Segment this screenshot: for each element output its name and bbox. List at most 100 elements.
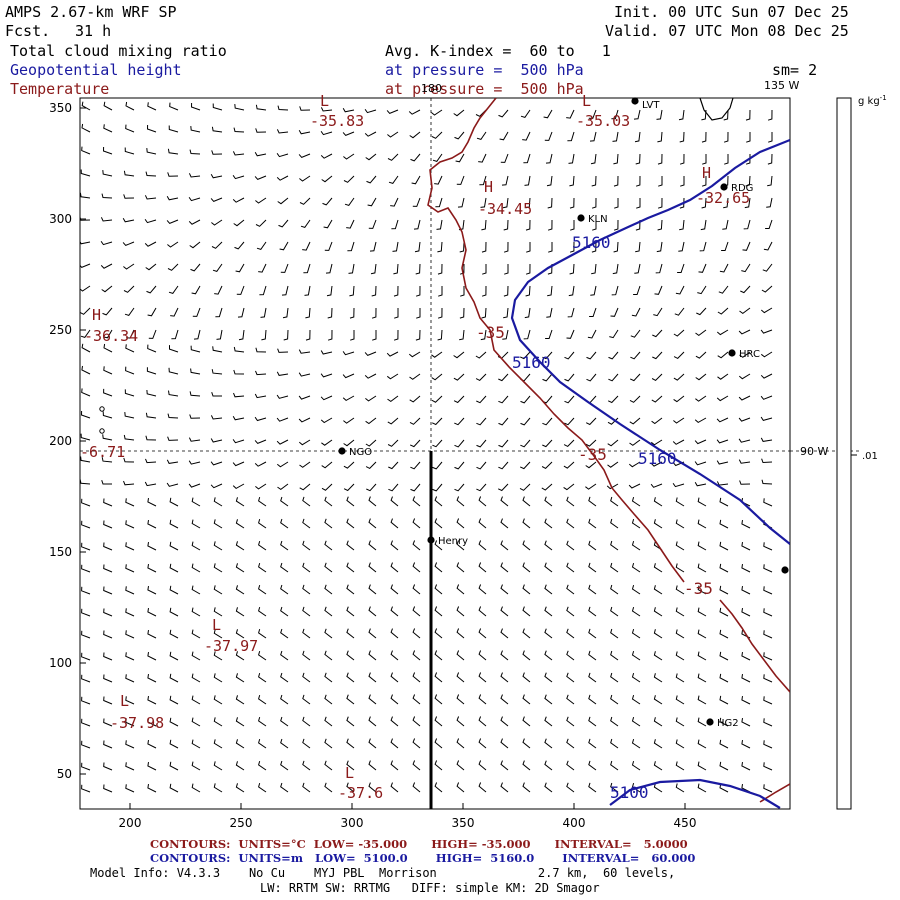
wind-barb: [210, 197, 223, 202]
wind-barb: [500, 716, 509, 727]
wind-barb: [738, 329, 751, 335]
wind-barb: [102, 146, 113, 155]
wind-barb: [258, 672, 267, 683]
wind-barb: [213, 585, 223, 595]
wind-barb: [568, 285, 575, 297]
wind-barb: [371, 307, 377, 319]
wind-barb: [609, 329, 619, 339]
wind-barb: [302, 694, 311, 705]
wind-barb: [280, 562, 289, 573]
wind-barb: [716, 417, 729, 423]
wind-barb: [145, 412, 157, 419]
wind-barb: [456, 716, 465, 727]
wind-barb: [123, 194, 135, 199]
axis-tick-marks: [80, 107, 686, 809]
wind-barb: [738, 459, 751, 464]
wind-barb: [721, 241, 729, 251]
wind-barb: [123, 170, 135, 177]
lon-135w-label: 135 W: [764, 79, 799, 92]
wind-barb: [191, 541, 201, 551]
wind-barb: [503, 285, 509, 297]
wind-barb: [763, 630, 773, 639]
wind-barb: [476, 395, 487, 404]
wind-barb: [610, 606, 619, 617]
wind-barb: [522, 540, 531, 551]
wind-barb: [476, 439, 487, 448]
wind-barb: [741, 586, 751, 595]
wind-barb: [525, 263, 531, 275]
wind-barb: [722, 219, 729, 230]
wind-barb: [170, 307, 179, 317]
wind-barb: [588, 672, 597, 683]
wind-barb: [146, 148, 157, 155]
wind-barb: [547, 219, 553, 231]
wind-barb: [545, 153, 553, 164]
wind-barb: [169, 585, 179, 595]
wind-barb: [653, 673, 663, 683]
wind-barb: [410, 461, 421, 470]
wind-barb: [101, 457, 113, 463]
wind-barb: [589, 131, 597, 142]
wind-barb: [739, 351, 751, 358]
wind-barb: [454, 461, 465, 470]
wind-barb: [81, 718, 91, 727]
wind-barb: [673, 329, 685, 337]
wind-barb: [741, 740, 751, 749]
wind-barb: [547, 197, 553, 209]
wind-barb: [346, 540, 355, 551]
wind-barb: [763, 674, 773, 683]
wind-barb: [81, 365, 91, 375]
wind-barb: [81, 520, 91, 529]
wind-barb: [453, 351, 465, 359]
wind-barb: [566, 716, 575, 727]
wind-barb: [459, 263, 465, 275]
wind-barb: [169, 519, 179, 529]
wind-barb: [124, 389, 135, 397]
wind-barb: [103, 520, 113, 529]
wind-barb: [675, 783, 685, 793]
wind-barb: [147, 542, 157, 551]
wind-barb: [302, 782, 311, 793]
wind-barb: [235, 739, 245, 749]
wind-barb: [212, 263, 223, 272]
wind-barb: [675, 673, 685, 683]
wind-barb: [657, 131, 663, 143]
extremum-symbol: L: [320, 92, 329, 110]
wind-barb: [125, 124, 135, 133]
wind-barb: [631, 760, 641, 771]
wind-barb: [342, 373, 355, 379]
wind-barb: [343, 461, 355, 469]
wind-barb: [235, 651, 245, 661]
wind-barb: [741, 718, 751, 727]
wind-barb: [432, 439, 443, 448]
wind-barb: [544, 760, 553, 771]
wind-barb: [717, 373, 729, 380]
wind-barb: [631, 694, 641, 705]
station-label: HG2: [717, 718, 739, 729]
wind-barb: [280, 628, 289, 639]
wind-barb: [763, 718, 773, 727]
wind-barb: [612, 263, 619, 275]
wind-barbs: [80, 101, 773, 793]
wind-barb: [390, 760, 399, 771]
wind-barb: [168, 390, 179, 397]
wind-barb: [103, 674, 113, 683]
wind-barb: [522, 584, 531, 595]
wind-barb: [387, 131, 399, 138]
station-label: Henry: [438, 536, 468, 547]
wind-barb: [454, 483, 465, 492]
wind-barb: [81, 762, 91, 771]
wind-barb: [437, 241, 443, 253]
wind-barb: [368, 562, 377, 573]
wind-barb: [346, 628, 355, 639]
wind-barb: [169, 783, 179, 793]
wind-barb: [481, 307, 487, 319]
wind-barb: [169, 629, 179, 639]
wind-barb: [672, 483, 685, 488]
wind-barb: [569, 241, 575, 253]
wind-barb: [606, 483, 619, 490]
wind-barb: [324, 694, 333, 705]
wind-barb: [258, 782, 267, 793]
wind-barb: [763, 696, 773, 705]
wind-barb: [188, 483, 201, 488]
